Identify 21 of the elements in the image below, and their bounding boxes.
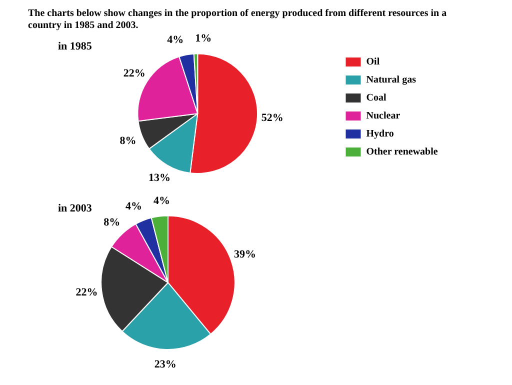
data-label: 52% [261,112,284,124]
legend-label: Hydro [366,128,394,140]
data-label: 4% [154,195,170,208]
legend-label: Other renewable [366,146,438,158]
legend-label: Nuclear [366,110,401,122]
data-label: 13% [148,172,170,184]
legend-label: Oil [366,56,380,68]
legend-label: Coal [366,92,386,104]
data-label: 8% [104,216,120,229]
data-label: 4% [126,200,142,212]
chart-title: The charts below show changes in the proportion of energy produced from different resources in a country in 1985 and 2003. [28,8,448,32]
data-label: 39% [234,248,256,261]
data-label: 8% [120,135,136,148]
data-label: 22% [76,286,98,299]
data-label: 23% [154,358,176,370]
legend-label: Natural gas [366,74,416,86]
data-label: 22% [123,67,146,80]
text: in 1985 [58,40,92,52]
text: in 2003 [58,202,92,214]
data-label: 4% [167,34,184,46]
data-label: 1% [195,32,212,45]
